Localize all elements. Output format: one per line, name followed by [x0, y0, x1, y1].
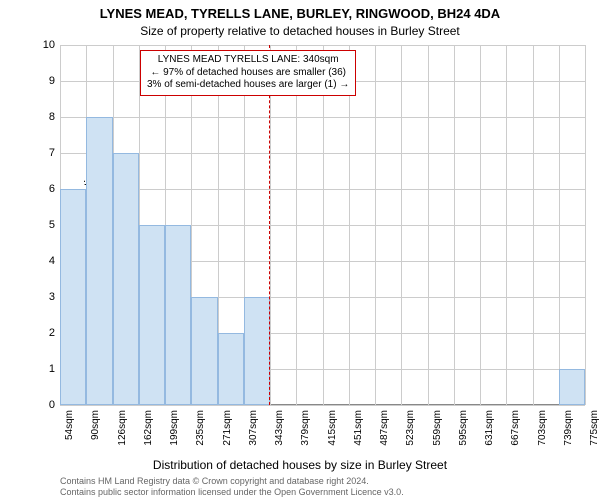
x-tick-label: 126sqm [117, 410, 128, 446]
x-tick-label: 451sqm [353, 410, 364, 446]
x-tick-label: 775sqm [589, 410, 600, 446]
attribution: Contains HM Land Registry data © Crown c… [60, 476, 404, 498]
x-tick-label: 523sqm [405, 410, 416, 446]
y-tick-label: 7 [30, 147, 55, 159]
bar [165, 225, 191, 405]
y-tick-label: 5 [30, 219, 55, 231]
x-tick-label: 271sqm [222, 410, 233, 446]
bar [191, 297, 217, 405]
x-tick-label: 307sqm [248, 410, 259, 446]
annotation-title: LYNES MEAD TYRELLS LANE: 340sqm [147, 54, 349, 67]
x-tick-label: 343sqm [274, 410, 285, 446]
x-axis-label: Distribution of detached houses by size … [0, 458, 600, 472]
y-tick-label: 3 [30, 291, 55, 303]
x-tick-label: 379sqm [300, 410, 311, 446]
y-tick-label: 6 [30, 183, 55, 195]
x-tick-label: 487sqm [379, 410, 390, 446]
x-tick-label: 90sqm [90, 410, 101, 440]
gridline-v [375, 45, 376, 405]
x-tick-label: 54sqm [64, 410, 75, 440]
chart-area: 01234567891054sqm90sqm126sqm162sqm199sqm… [60, 45, 585, 405]
bar [60, 189, 86, 405]
x-tick-label: 631sqm [484, 410, 495, 446]
plot: 01234567891054sqm90sqm126sqm162sqm199sqm… [60, 45, 585, 405]
annotation-larger: 3% of semi-detached houses are larger (1… [147, 79, 349, 92]
x-tick-label: 703sqm [537, 410, 548, 446]
x-tick-label: 667sqm [510, 410, 521, 446]
y-tick-label: 8 [30, 111, 55, 123]
gridline-v [349, 45, 350, 405]
y-tick-label: 2 [30, 327, 55, 339]
gridline-v [270, 45, 271, 405]
attribution-line2: Contains public sector information licen… [60, 487, 404, 498]
x-tick-label: 415sqm [327, 410, 338, 446]
gridline-v [454, 45, 455, 405]
attribution-line1: Contains HM Land Registry data © Crown c… [60, 476, 404, 487]
bar [559, 369, 585, 405]
bar [244, 297, 270, 405]
bar [218, 333, 244, 405]
x-tick-label: 162sqm [143, 410, 154, 446]
gridline-v [533, 45, 534, 405]
gridline-v [401, 45, 402, 405]
x-tick-label: 739sqm [563, 410, 574, 446]
gridline-v [506, 45, 507, 405]
bar [113, 153, 139, 405]
reference-line [269, 45, 270, 405]
bar [86, 117, 112, 405]
gridline-v [585, 45, 586, 405]
gridline-h [60, 405, 585, 406]
y-tick-label: 1 [30, 363, 55, 375]
gridline-v [480, 45, 481, 405]
gridline-v [559, 45, 560, 405]
y-tick-label: 4 [30, 255, 55, 267]
bar [139, 225, 165, 405]
x-tick-label: 235sqm [195, 410, 206, 446]
chart-title-sub: Size of property relative to detached ho… [0, 24, 600, 38]
gridline-v [296, 45, 297, 405]
annotation-box: LYNES MEAD TYRELLS LANE: 340sqm← 97% of … [140, 50, 356, 96]
x-tick-label: 559sqm [432, 410, 443, 446]
chart-title-main: LYNES MEAD, TYRELLS LANE, BURLEY, RINGWO… [0, 6, 600, 21]
x-tick-label: 199sqm [169, 410, 180, 446]
x-tick-label: 595sqm [458, 410, 469, 446]
y-tick-label: 10 [30, 39, 55, 51]
gridline-v [428, 45, 429, 405]
gridline-v [323, 45, 324, 405]
y-tick-label: 0 [30, 399, 55, 411]
y-tick-label: 9 [30, 75, 55, 87]
annotation-smaller: ← 97% of detached houses are smaller (36… [147, 67, 349, 80]
